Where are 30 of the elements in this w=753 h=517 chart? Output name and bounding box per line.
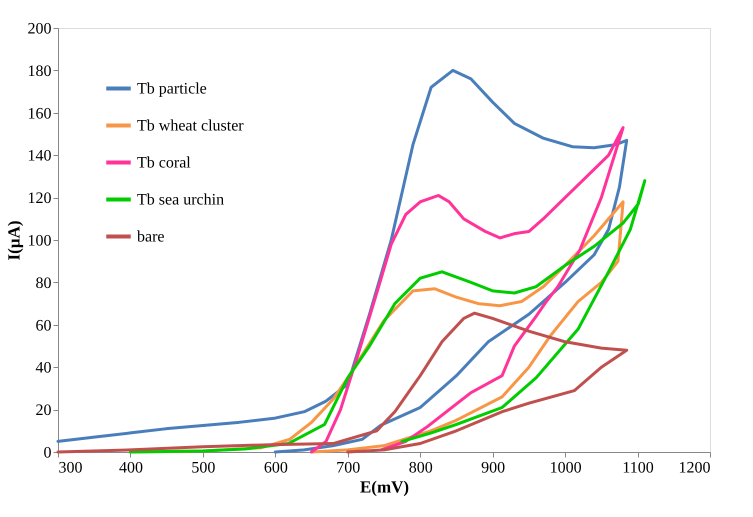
line-series bbox=[310, 126, 625, 454]
y-tick-label: 120 bbox=[28, 190, 52, 208]
y-tick-label: 200 bbox=[28, 20, 52, 38]
x-tick-label: 1100 bbox=[622, 460, 654, 476]
line-series bbox=[56, 312, 628, 454]
y-tick-label: 160 bbox=[28, 105, 52, 122]
legend-label: Tb coral bbox=[137, 154, 192, 172]
y-tick-label: 140 bbox=[28, 148, 52, 165]
legend-label: Tb wheat cluster bbox=[137, 118, 244, 134]
x-tick-label: 1200 bbox=[678, 460, 710, 476]
y-tick-label: 80 bbox=[36, 274, 52, 292]
x-axis-title: E(mV) bbox=[360, 478, 410, 496]
legend-label: Tb particle bbox=[137, 80, 207, 98]
legend-label: bare bbox=[137, 228, 165, 246]
x-tick-label: 500 bbox=[191, 460, 216, 476]
y-tick-label: 100 bbox=[28, 232, 52, 250]
y-axis-title: I(µA) bbox=[4, 220, 24, 261]
y-tick-label: 180 bbox=[28, 62, 52, 80]
y-tick-label: 60 bbox=[36, 317, 52, 334]
y-tick-label: 0 bbox=[44, 444, 52, 462]
y-tick-label: 40 bbox=[36, 360, 52, 377]
legend-label: Tb sea urchin bbox=[137, 192, 224, 208]
x-tick-label: 300 bbox=[58, 460, 82, 476]
x-tick-label: 1000 bbox=[550, 460, 582, 476]
x-tick-label: 900 bbox=[481, 460, 506, 476]
x-tick-label: 700 bbox=[336, 460, 360, 476]
x-tick-label: 800 bbox=[408, 460, 433, 476]
x-tick-label: 600 bbox=[264, 460, 288, 476]
x-tick-label: 400 bbox=[118, 460, 143, 476]
y-tick-label: 20 bbox=[36, 402, 52, 420]
